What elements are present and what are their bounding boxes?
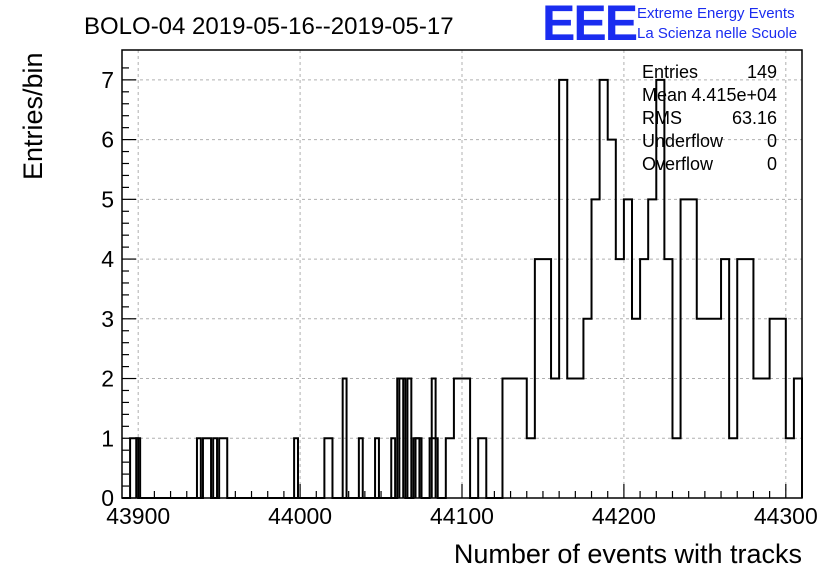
logo-line1: Extreme Energy Events bbox=[637, 5, 795, 22]
histogram-bar bbox=[212, 437, 219, 498]
y-tick-label: 2 bbox=[101, 366, 114, 392]
x-tick-label: 44100 bbox=[430, 503, 494, 529]
stats-entries-label: Entries bbox=[642, 62, 698, 82]
y-axis-label: Entries/bin bbox=[18, 52, 48, 180]
y-tick-label: 1 bbox=[101, 425, 114, 451]
x-axis-label: Number of events with tracks bbox=[454, 539, 802, 569]
stats-overflow-label: Overflow bbox=[642, 154, 714, 174]
stats-underflow-value: 0 bbox=[767, 131, 777, 151]
histogram-bar bbox=[398, 377, 405, 498]
y-tick-label: 0 bbox=[101, 485, 114, 511]
histogram-bar bbox=[374, 437, 380, 498]
stats-rms-value: 63.16 bbox=[732, 108, 777, 128]
chart-title: BOLO-04 2019-05-16--2019-05-17 bbox=[84, 13, 454, 40]
logo-mark: EEE bbox=[542, 0, 637, 51]
y-tick-label: 6 bbox=[101, 127, 114, 153]
histogram-bar bbox=[406, 377, 413, 498]
stats-box: Entries 149 Mean 4.415e+04 RMS 63.16 Und… bbox=[642, 62, 777, 174]
stats-mean-label: Mean bbox=[642, 85, 687, 105]
histogram-bar bbox=[414, 437, 421, 498]
logo-line2: La Scienza nelle Scuole bbox=[637, 25, 797, 42]
eee-logo: EEE Extreme Energy Events La Scienza nel… bbox=[542, 0, 797, 51]
x-tick-label: 44300 bbox=[754, 503, 818, 529]
histogram-bar bbox=[341, 377, 348, 498]
y-tick-label: 5 bbox=[101, 186, 114, 212]
x-tick-label: 44200 bbox=[592, 503, 656, 529]
stats-overflow-value: 0 bbox=[767, 154, 777, 174]
x-tick-label: 43900 bbox=[106, 503, 170, 529]
histogram-bar bbox=[195, 437, 202, 498]
tick-labels: 43900 44000 44100 44200 44300 0 1 2 3 4 5 6 7 bbox=[101, 67, 818, 529]
y-tick-label: 7 bbox=[101, 67, 114, 93]
histogram-bar bbox=[430, 377, 437, 498]
stats-underflow-label: Underflow bbox=[642, 131, 724, 151]
y-tick-label: 4 bbox=[101, 246, 114, 272]
grid-lines bbox=[122, 50, 802, 499]
histogram-bar bbox=[135, 437, 142, 498]
stats-rms-label: RMS bbox=[642, 108, 682, 128]
x-tick-label: 44000 bbox=[268, 503, 332, 529]
histogram-bar bbox=[357, 437, 364, 498]
stats-entries-value: 149 bbox=[747, 62, 777, 82]
histogram-bar bbox=[390, 437, 397, 498]
stats-mean-value: 4.415e+04 bbox=[691, 85, 777, 105]
axis-ticks bbox=[122, 67, 787, 499]
histogram-bar bbox=[293, 437, 299, 498]
y-tick-label: 3 bbox=[101, 306, 114, 332]
